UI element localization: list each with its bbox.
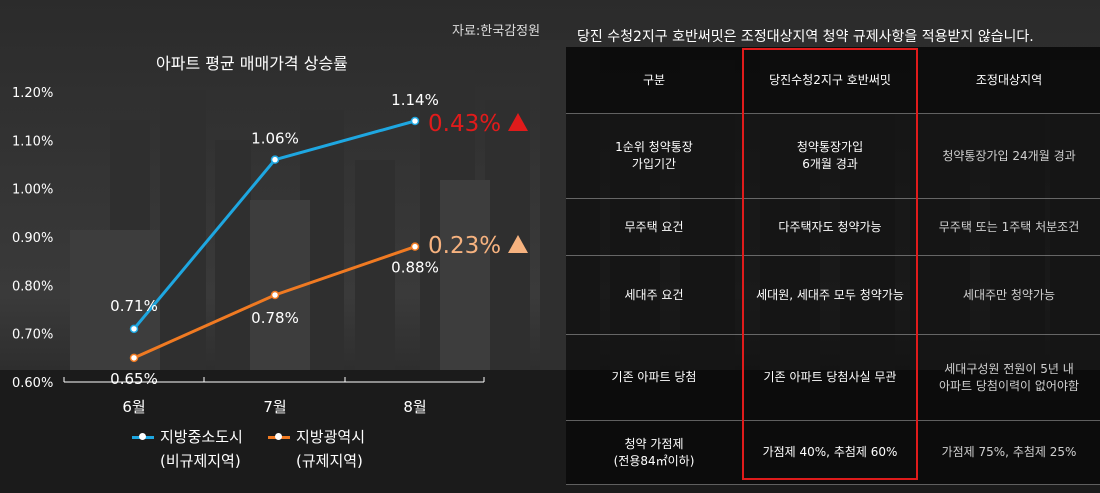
- x-axis: 6월 7월 8월: [63, 377, 485, 416]
- data-label: 0.88%: [391, 259, 439, 277]
- header-regulated-area: 조정대상지역: [918, 47, 1100, 114]
- y-tick-label: 1.10%: [12, 134, 53, 149]
- data-point: [410, 116, 420, 126]
- row-label: 세대주 요건: [566, 255, 742, 335]
- x-tick-label: 8월: [403, 398, 426, 416]
- legend-sublabel: (규제지역): [296, 452, 363, 470]
- data-point: [270, 290, 280, 300]
- table-title: 당진 수청2지구 호반써밋은 조정대상지역 청약 규제사항을 적용받지 않습니다…: [577, 29, 1034, 45]
- data-point: [129, 353, 139, 363]
- hoban-value: 청약통장가입 6개월 경과: [742, 113, 918, 199]
- y-tick-label: 1.00%: [12, 183, 53, 198]
- change-rate-label: 0.43%: [428, 111, 501, 137]
- row-label: 무주택 요건: [566, 198, 742, 256]
- data-label: 0.65%: [110, 370, 158, 388]
- table-row: 1순위 청약통장 가입기간 청약통장가입 6개월 경과 청약통장가입 24개월 경과: [566, 113, 1100, 199]
- chart-title: 아파트 평균 매매가격 상승률: [156, 54, 348, 73]
- table-header-row: 구분 당진수청2지구 호반써밋 조정대상지역: [566, 47, 1100, 114]
- data-label: 0.78%: [251, 309, 299, 327]
- change-labels: 0.43% 0.23%: [428, 111, 528, 259]
- data-label: 0.71%: [110, 297, 158, 315]
- row-label: 청약 가점제 (전용84㎡이하): [566, 420, 742, 485]
- data-label: 1.14%: [391, 91, 439, 109]
- data-label: 1.06%: [251, 130, 299, 148]
- x-tick-label: 6월: [122, 398, 145, 416]
- y-tick-label: 0.90%: [12, 231, 53, 246]
- hoban-value: 세대원, 세대주 모두 청약가능: [742, 255, 918, 335]
- series-line-2: [133, 245, 416, 360]
- y-axis: 0.60% 0.70% 0.80% 0.90% 1.00% 1.10% 1.20%: [12, 86, 53, 391]
- change-rate-label: 0.23%: [428, 233, 501, 259]
- table-row: 세대주 요건 세대원, 세대주 모두 청약가능 세대주만 청약가능: [566, 255, 1100, 335]
- legend-item-regional-small-cities: 지방중소도시 (비규제지역): [132, 425, 243, 473]
- hoban-value: 다주택자도 청약가능: [742, 198, 918, 256]
- regulated-value: 무주택 또는 1주택 처분조건: [918, 198, 1100, 256]
- y-tick-label: 1.20%: [12, 86, 53, 101]
- header-hoban-summit: 당진수청2지구 호반써밋: [742, 47, 918, 114]
- table-row: 청약 가점제 (전용84㎡이하) 가점제 40%, 추첨제 60% 가점제 75%…: [566, 420, 1100, 485]
- hoban-value: 기존 아파트 당첨사실 무관: [742, 334, 918, 421]
- up-triangle-icon: [508, 113, 528, 131]
- data-point: [129, 324, 139, 334]
- legend-sublabel: (비규제지역): [160, 452, 241, 470]
- series-lines: [129, 116, 420, 363]
- header-category: 구분: [566, 47, 742, 114]
- x-tick-label: 7월: [263, 398, 286, 416]
- line-chart: 0.60% 0.70% 0.80% 0.90% 1.00% 1.10% 1.20% 6월 7월…: [12, 86, 528, 416]
- data-point: [270, 155, 280, 164]
- legend-line-blue-icon: [132, 433, 154, 440]
- data-point: [410, 242, 420, 251]
- up-triangle-icon: [508, 235, 528, 253]
- source-label: 자료:한국감정원: [452, 24, 541, 39]
- legend-label: 지방중소도시: [160, 428, 243, 446]
- legend-item-metropolitan-cities: 지방광역시 (규제지역): [268, 425, 365, 473]
- regulated-value: 세대구성원 전원이 5년 내 아파트 당첨이력이 없어야함: [918, 334, 1100, 421]
- legend-line-orange-icon: [268, 433, 290, 440]
- row-label: 1순위 청약통장 가입기간: [566, 113, 742, 199]
- regulated-value: 세대주만 청약가능: [918, 255, 1100, 335]
- table-row: 무주택 요건 다주택자도 청약가능 무주택 또는 1주택 처분조건: [566, 198, 1100, 256]
- hoban-value: 가점제 40%, 추첨제 60%: [742, 420, 918, 485]
- regulated-value: 청약통장가입 24개월 경과: [918, 113, 1100, 199]
- row-label: 기존 아파트 당첨: [566, 334, 742, 421]
- regulated-value: 가점제 75%, 추첨제 25%: [918, 420, 1100, 485]
- comparison-table: 구분 당진수청2지구 호반써밋 조정대상지역 1순위 청약통장 가입기간 청약통장…: [566, 47, 1100, 485]
- y-tick-label: 0.70%: [12, 328, 53, 343]
- point-labels: 0.71% 1.06% 1.14% 0.65% 0.78% 0.88%: [110, 91, 439, 388]
- legend-label: 지방광역시: [296, 428, 366, 446]
- y-tick-label: 0.80%: [12, 279, 53, 294]
- y-tick-label: 0.60%: [12, 376, 53, 391]
